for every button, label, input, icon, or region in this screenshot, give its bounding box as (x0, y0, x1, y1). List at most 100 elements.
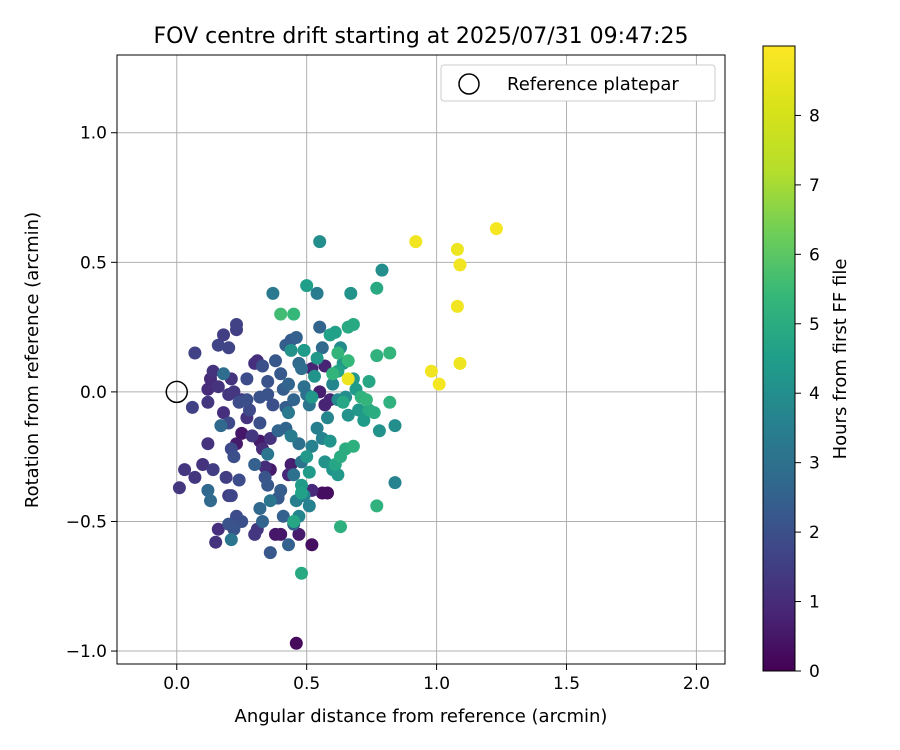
scatter-point (331, 346, 345, 360)
colorbar-tick-label: 3 (809, 454, 820, 474)
scatter-point (287, 393, 301, 407)
colorbar-ticks: 0 1 2 3 4 5 6 7 8 (795, 106, 820, 682)
scatter-point (224, 489, 238, 503)
scatter-point (261, 447, 275, 461)
colorbar-tick-label: 7 (809, 176, 820, 196)
scatter-point (222, 341, 236, 355)
scatter-point (263, 494, 277, 508)
scatter-point (253, 502, 267, 515)
scatter-point (289, 331, 303, 344)
scatter-point (305, 439, 319, 453)
plot-area (117, 55, 725, 664)
y-tick-label: 1.0 (80, 124, 107, 144)
scatter-point (258, 460, 272, 474)
scatter-point (188, 470, 202, 484)
scatter-point (388, 476, 402, 490)
scatter-point (370, 281, 384, 295)
colorbar-tick-label: 5 (809, 315, 820, 335)
scatter-point (217, 406, 230, 420)
scatter-point (284, 458, 298, 471)
scatter-point (450, 299, 464, 313)
scatter-point (331, 468, 345, 482)
scatter-point (321, 486, 334, 500)
scatter-point (206, 364, 220, 378)
scatter-point (305, 390, 319, 404)
scatter-point (323, 434, 337, 448)
scatter-point (315, 341, 329, 355)
scatter-point (201, 437, 215, 451)
legend-reference-marker (458, 73, 480, 95)
y-tick-label: −1.0 (66, 642, 107, 662)
scatter-point (282, 406, 295, 420)
y-tick-label: 0.5 (80, 253, 107, 273)
scatter-point (489, 222, 503, 236)
scatter-point (370, 499, 384, 513)
scatter-point (409, 235, 423, 249)
scatter-point (282, 538, 295, 552)
scatter-point (313, 320, 327, 334)
scatter-point (204, 494, 217, 508)
scatter-point (201, 382, 215, 396)
scatter-point (178, 463, 192, 477)
chart-title: FOV centre drift starting at 2025/07/31 … (154, 24, 689, 49)
scatter-point (310, 421, 324, 435)
colorbar-tick-label: 2 (809, 523, 820, 543)
scatter-point (261, 478, 275, 492)
scatter-point (284, 343, 298, 357)
scatter-point (362, 375, 376, 388)
scatter-point (263, 546, 277, 560)
scatter-point (274, 527, 288, 541)
legend-box (440, 64, 716, 102)
scatter-point (217, 367, 230, 381)
scatter-point (274, 483, 288, 497)
scatter-point (282, 377, 295, 391)
scatter-point (287, 468, 301, 482)
scatter-point (219, 470, 233, 484)
scatter-point (276, 509, 290, 523)
x-tick-label: 1.5 (553, 674, 580, 694)
scatter-point (284, 429, 298, 443)
scatter-point (326, 367, 340, 381)
scatter-point (206, 463, 220, 477)
x-tick-label: 2.0 (683, 674, 710, 694)
x-axis-label: Angular distance from reference (arcmin) (235, 706, 608, 727)
scatter-point (235, 426, 249, 440)
colorbar: 0 1 2 3 4 5 6 7 8 Hours from first FF file (762, 45, 851, 682)
scatter-point (248, 458, 262, 471)
colorbar-tick-label: 6 (809, 245, 820, 265)
scatter-point (453, 258, 467, 272)
legend-entry-reference: Reference platepar (507, 74, 679, 95)
scatter-point (211, 338, 225, 352)
scatter-point (295, 566, 308, 580)
scatter-point (367, 406, 381, 420)
scatter-point (357, 413, 371, 427)
scatter-point (341, 372, 355, 386)
scatter-point (243, 403, 256, 417)
y-axis-label: Rotation from reference (arcmin) (22, 212, 43, 508)
colorbar-label: Hours from first FF file (830, 259, 851, 460)
scatter-point (346, 439, 360, 453)
scatter-point (297, 343, 311, 357)
x-tick-label: 1.0 (423, 674, 450, 694)
scatter-point (201, 395, 215, 409)
scatter-point (240, 372, 254, 386)
reference-platepar-marker (165, 380, 189, 404)
y-axis-ticks: −1.0 −0.5 0.0 0.5 1.0 (66, 124, 117, 662)
scatter-point (344, 286, 358, 300)
legend: Reference platepar (440, 64, 716, 102)
colorbar-tick-label: 8 (809, 106, 820, 126)
scatter-point (211, 522, 225, 536)
scatter-point (300, 279, 314, 293)
scatter-point (450, 242, 464, 256)
scatter-point (201, 483, 215, 497)
scatter-point (375, 263, 389, 277)
scatter-point (269, 354, 282, 368)
reference-marker-group (165, 380, 189, 404)
scatter-point (352, 403, 366, 417)
scatter-point (359, 393, 373, 407)
scatter-points (172, 222, 503, 650)
scatter-point (266, 398, 280, 412)
scatter-point (185, 400, 199, 414)
scatter-point (217, 328, 230, 342)
